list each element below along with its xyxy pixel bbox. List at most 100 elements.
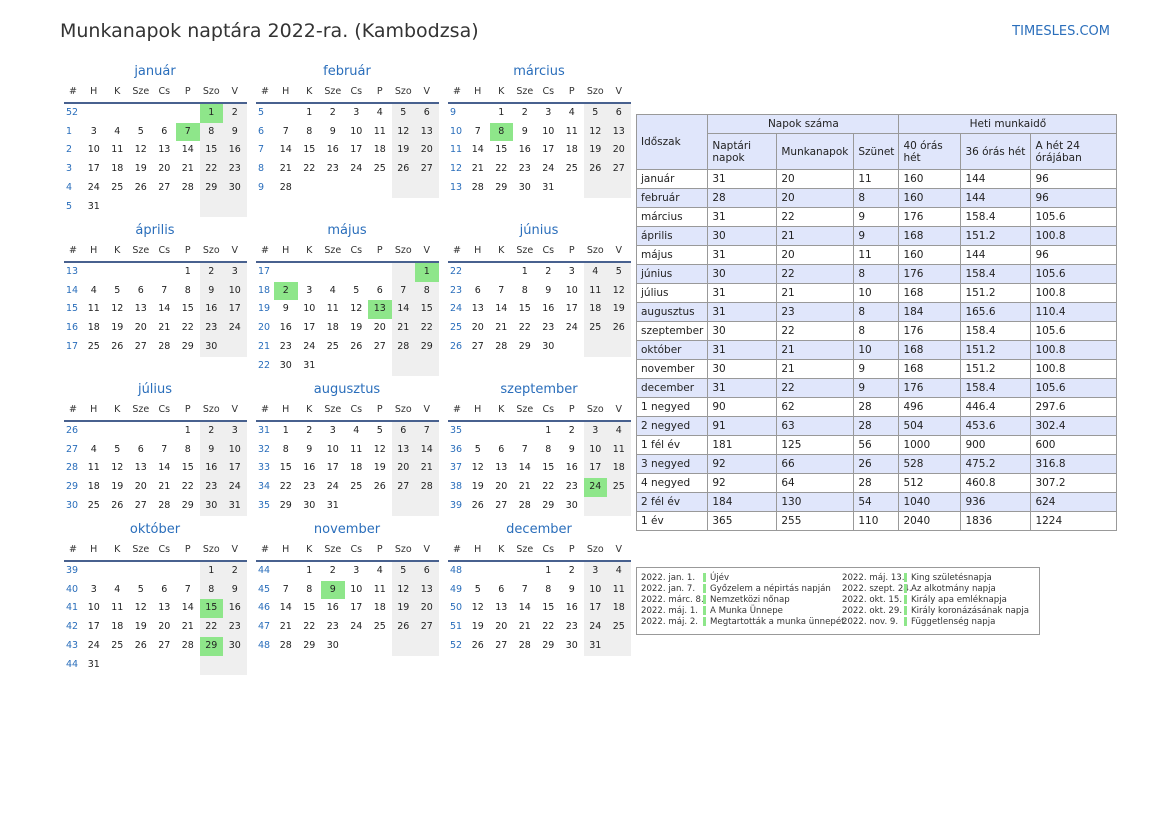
period-cell: 4 negyed [635,473,709,493]
day-cell: 4 [583,262,607,282]
day-cell: 30 [518,181,531,193]
period-cell: július [635,283,709,303]
value-cell: 168 [898,359,962,379]
day-cell: 7 [498,284,505,296]
day-header: # [64,242,82,263]
day-cell: 5 [137,125,144,137]
col-24: A hét 24 órájában [1030,133,1118,170]
empty-cell [199,655,223,675]
empty-cell [106,198,130,217]
holiday-marker [703,584,706,593]
week-number: 23 [450,284,463,296]
day-header: # [448,242,466,263]
page-title: Munkanapok naptára 2022-ra. (Kambodzsa) [60,20,479,42]
empty-cell [82,104,106,123]
day-cell: 27 [134,340,147,352]
value-cell: 96 [1030,245,1118,265]
day-cell: 31 [303,359,316,371]
day-cell: 21 [181,163,194,175]
day-cell: 22 [303,163,316,175]
day-cell: 3 [568,265,575,277]
day-cell: 27 [415,618,439,637]
day-cell: 28 [518,499,531,511]
day-cell: 11 [583,281,607,301]
day-cell: 2 [199,262,223,282]
day-header: H [82,401,106,422]
day-header: P [368,242,392,263]
week-number: 10 [450,125,463,137]
day-cell: 29 [303,639,316,651]
day-header: V [415,83,439,104]
day-cell: 23 [565,481,578,493]
day-cell: 17 [350,602,363,614]
value-cell: 160 [898,169,962,189]
day-header: P [560,242,584,263]
day-cell: 1 [199,103,223,123]
day-cell: 23 [199,478,223,497]
day-cell: 23 [199,319,223,338]
day-cell: 12 [350,303,363,315]
site-link[interactable]: TIMESLES.COM [1012,24,1110,39]
day-cell: 25 [350,481,363,493]
day-header: Szo [391,401,415,422]
day-cell: 12 [373,443,386,455]
week-number: 33 [258,462,271,474]
day-cell: 6 [415,103,439,123]
week-number: 32 [258,443,271,455]
value-cell: 30 [707,359,778,379]
week-number: 21 [258,340,271,352]
summary-row: július 31 21 10 168 151.2 100.8 [635,283,1118,303]
week-number: 49 [450,583,463,595]
day-header: V [223,401,247,422]
empty-cell [368,179,392,198]
week-number: 44 [258,564,271,576]
value-cell: 900 [960,435,1032,455]
empty-cell [153,198,177,217]
holiday-date: 2022. jan. 1. [641,573,696,583]
col-holidays: Szünet [853,133,900,170]
empty-cell [298,179,322,198]
day-header: Sze [129,83,153,104]
summary-row: december 31 22 9 176 158.4 105.6 [635,378,1118,398]
day-cell: 15 [199,141,223,161]
week-number: 38 [450,481,463,493]
day-cell: 24 [223,319,247,338]
value-cell: 475.2 [960,454,1032,474]
day-cell: 19 [373,462,386,474]
value-cell: 92 [707,473,778,493]
period-cell: május [635,245,709,265]
day-cell: 21 [181,621,194,633]
holiday-marker [904,584,907,593]
value-cell: 176 [898,264,962,284]
value-cell: 255 [776,511,855,531]
day-header: # [64,541,82,562]
day-cell: 11 [350,443,363,455]
week-number: 39 [66,564,79,576]
value-cell: 10 [853,340,900,360]
week-number: 26 [450,340,463,352]
empty-cell [153,422,177,441]
day-cell: 19 [111,481,124,493]
day-cell: 26 [111,499,124,511]
day-cell: 31 [542,181,555,193]
summary-row: október 31 21 10 168 151.2 100.8 [635,340,1118,360]
holiday-entry: 2022. máj. 13. King születésnapja [842,573,992,584]
holiday-name: Király apa emléknapja [911,595,1007,605]
day-cell: 24 [583,618,607,637]
day-cell: 24 [303,340,316,352]
empty-cell [223,337,247,357]
day-cell: 6 [161,583,168,595]
empty-cell [82,263,106,282]
month-január: január # H K Sze Cs P Szo V 52 1 2 1 3 4 5 6 7 8 9 2 10 11 12 13… [64,63,247,217]
day-cell: 27 [373,340,386,352]
day-cell: 19 [391,141,415,161]
month-name: április [135,223,175,238]
week-number: 6 [258,125,265,137]
week-number: 35 [258,499,271,511]
holiday-marker [904,606,907,615]
day-cell: 5 [474,583,481,595]
holiday-entry: 2022. okt. 15. Király apa emléknapja [842,595,1007,606]
day-cell: 14 [391,300,415,320]
value-cell: 96 [1030,188,1118,208]
day-cell: 20 [134,322,147,334]
